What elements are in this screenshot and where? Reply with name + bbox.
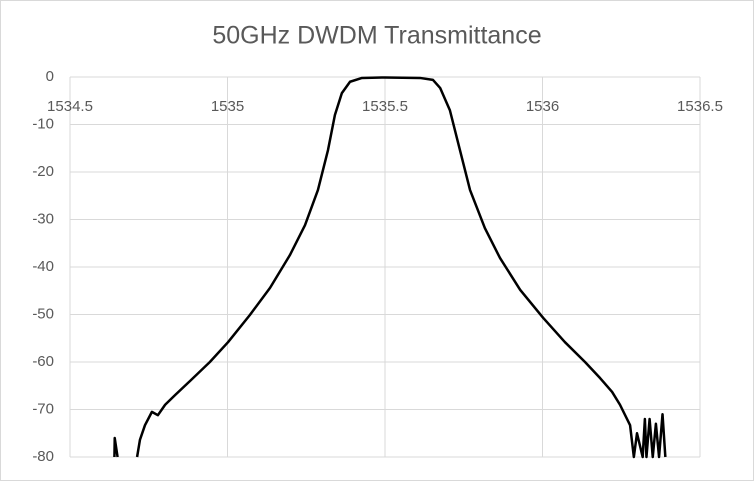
y-tick-label: -60 [32, 353, 54, 370]
x-tick-label: 1534.5 [47, 98, 93, 115]
y-tick-label: -30 [32, 210, 54, 227]
x-tick-label: 1536 [526, 98, 559, 115]
y-tick-label: -70 [32, 400, 54, 417]
y-tick-label: -50 [32, 305, 54, 322]
y-tick-label: -20 [32, 163, 54, 180]
x-tick-label: 1535 [211, 98, 244, 115]
x-tick-label: 1535.5 [362, 98, 408, 115]
y-tick-label: 0 [46, 68, 54, 85]
chart-title: 50GHz DWDM Transmittance [212, 22, 541, 50]
y-tick-label: -10 [32, 115, 54, 132]
x-tick-label: 1536.5 [677, 98, 723, 115]
y-tick-label: -40 [32, 258, 54, 275]
y-tick-label: -80 [32, 448, 54, 465]
